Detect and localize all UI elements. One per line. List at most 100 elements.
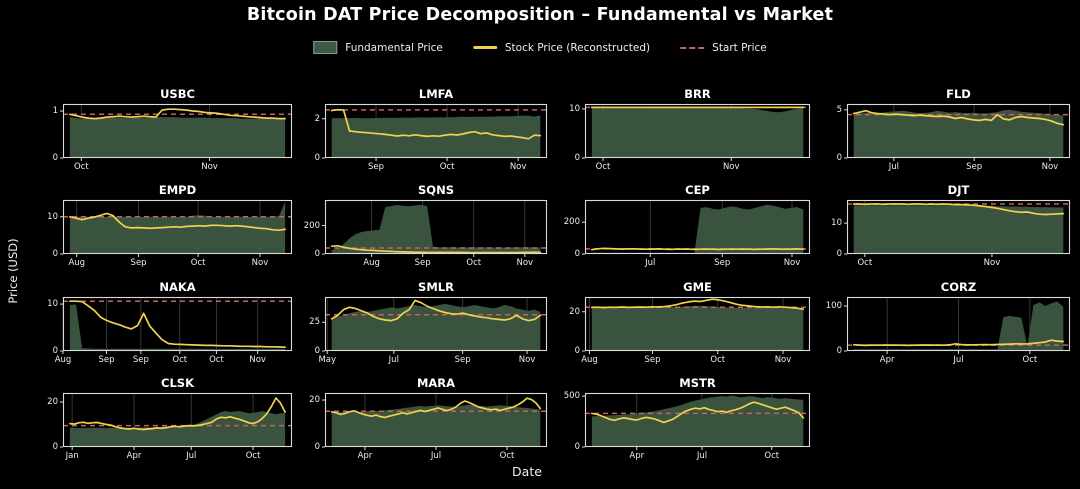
x-tick-label: Jul <box>888 162 899 172</box>
y-axis-label: Price (USD) <box>6 238 20 304</box>
y-tick-label: 0 <box>314 346 320 356</box>
plot-area <box>322 199 548 257</box>
x-tick-label: Oct <box>764 451 780 461</box>
x-tick-label: Sep <box>130 258 147 268</box>
subplot-title: FLD <box>946 87 971 101</box>
fundamental-area <box>853 109 1064 158</box>
stock-price-line <box>590 298 805 311</box>
x-tick-label: Sep <box>966 162 983 172</box>
x-tick-label: Oct <box>209 355 224 365</box>
x-tick-label: Nov <box>249 355 266 365</box>
y-tick-label: 0 <box>314 442 320 452</box>
subplot-title: NAKA <box>159 280 196 294</box>
x-tick-label: Jul <box>388 355 399 365</box>
subplot-cep: CEP 0 200 Jul Sep Nov <box>564 183 811 268</box>
plot-area <box>844 103 1071 161</box>
plot-area <box>582 392 811 450</box>
x-tick-label: Apr <box>126 451 142 461</box>
plot-area <box>582 296 811 354</box>
x-tick-label: Sep <box>98 355 115 365</box>
legend-label: Start Price <box>712 41 767 54</box>
x-tick-label: Jul <box>953 355 964 365</box>
subplot-empd: EMPD 0 10 Aug Sep Oct Nov <box>47 183 293 268</box>
plot-area <box>60 103 293 161</box>
subplot-title: CLSK <box>161 376 194 390</box>
axes-box <box>62 392 293 448</box>
stock-price-line <box>852 109 1065 126</box>
y-tick-label: 0 <box>574 153 580 163</box>
stock-price-line <box>590 401 805 424</box>
subplot-title: EMPD <box>158 183 197 197</box>
subplot-title: MARA <box>416 376 456 390</box>
subplot-title: CEP <box>685 183 710 197</box>
y-tick-label: 0 <box>52 346 58 356</box>
x-tick-label: Sep <box>644 355 661 365</box>
y-tick-label: 0 <box>52 153 58 163</box>
y-tick-label: 0 <box>836 153 842 163</box>
plot-area <box>60 392 293 450</box>
x-tick-label: Apr <box>879 355 895 365</box>
axes-box <box>324 199 548 255</box>
x-tick-label: Oct <box>710 355 726 365</box>
fundamental-area <box>69 201 286 254</box>
y-tick-label: 0 <box>314 153 320 163</box>
fundamental-area <box>853 205 1064 254</box>
subplot-title: SQNS <box>418 183 454 197</box>
fundamental-area <box>331 303 541 351</box>
x-tick-label: Oct <box>1022 355 1038 365</box>
subplot-gme: GME 0 20 Aug Sep Oct Nov <box>569 280 811 365</box>
subplot-naka: NAKA 0 10 Aug Sep Sep Oct Oct Nov <box>47 280 293 365</box>
subplot-corz: CORZ 0 100 Apr Jul Oct <box>826 280 1071 365</box>
axes-box <box>324 392 548 448</box>
stock-price-line <box>852 203 1065 216</box>
x-tick-label: Nov <box>722 162 740 172</box>
x-tick-label: Jan <box>65 451 79 461</box>
x-tick-label: Jul <box>645 258 656 268</box>
axes-box <box>846 296 1071 352</box>
x-tick-label: Nov <box>509 162 527 172</box>
x-tick-label: Oct <box>439 162 455 172</box>
subplot-title: USBC <box>160 87 195 101</box>
x-tick-label: Sep <box>368 162 385 172</box>
x-tick-label: Sep <box>414 258 431 268</box>
stock-price-line <box>590 247 805 251</box>
axes-box <box>846 103 1071 159</box>
legend-swatch-line <box>472 46 497 49</box>
legend-label: Stock Price (Reconstructed) <box>504 41 651 54</box>
x-tick-label: Jul <box>186 451 197 461</box>
x-tick-label: Oct <box>73 162 89 172</box>
y-tick-label: 0 <box>574 442 580 452</box>
y-tick-label: 0 <box>836 249 842 259</box>
y-tick-label: 1 <box>52 106 58 117</box>
legend-swatch-dashed <box>680 46 705 49</box>
fundamental-area <box>591 108 804 158</box>
stock-price-line <box>69 108 286 120</box>
axes-box <box>584 296 811 352</box>
subplot-mstr: MSTR 0 500 Apr Jul Oct <box>564 376 811 461</box>
x-tick-label: Oct <box>172 355 188 365</box>
y-tick-label: 2 <box>314 113 320 124</box>
y-tick-label: 0 <box>52 442 58 452</box>
legend-item-0: Fundamental Price <box>313 41 443 54</box>
y-tick-label: 100 <box>825 301 842 311</box>
axes-box <box>62 296 293 352</box>
subplot-smlr: SMLR 0 25 May Jul Sep Nov <box>309 280 548 365</box>
x-tick-label: Apr <box>629 451 645 461</box>
y-tick-label: 20 <box>47 397 58 407</box>
subplot-title: SMLR <box>418 280 454 294</box>
stock-price-line <box>330 244 542 254</box>
x-tick-label: Nov <box>1041 162 1059 172</box>
y-tick-label: 0 <box>52 249 58 259</box>
stock-price-line <box>69 397 286 431</box>
x-tick-label: Oct <box>499 451 515 461</box>
subplot-title: LMFA <box>418 87 454 101</box>
x-tick-label: Nov <box>201 162 218 172</box>
y-tick-label: 0 <box>574 346 580 356</box>
axes-box <box>584 103 811 159</box>
y-tick-label: 5 <box>836 104 842 115</box>
x-tick-label: Aug <box>581 355 598 365</box>
x-tick-label: Nov <box>251 258 269 268</box>
y-tick-label: 10 <box>47 299 58 310</box>
stock-price-line <box>330 397 542 419</box>
